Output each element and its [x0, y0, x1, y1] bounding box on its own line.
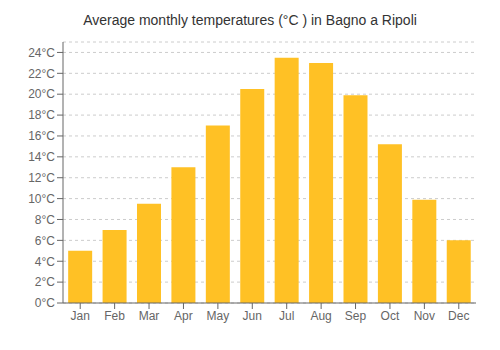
svg-text:Apr: Apr	[174, 309, 193, 323]
svg-text:Mar: Mar	[139, 309, 160, 323]
svg-text:Jul: Jul	[279, 309, 294, 323]
svg-text:24°C: 24°C	[28, 46, 55, 60]
svg-text:10°C: 10°C	[28, 192, 55, 206]
svg-text:Sep: Sep	[345, 309, 367, 323]
svg-text:0°C: 0°C	[35, 296, 55, 310]
svg-text:4°C: 4°C	[35, 255, 55, 269]
svg-text:Jan: Jan	[71, 309, 90, 323]
svg-text:Oct: Oct	[381, 309, 400, 323]
svg-text:16°C: 16°C	[28, 129, 55, 143]
html-text:Average monthly temperatures (: Average monthly temperatures (°C ) in Ba…	[83, 12, 417, 28]
svg-text:May: May	[207, 309, 230, 323]
svg-text:22°C: 22°C	[28, 67, 55, 81]
svg-text:20°C: 20°C	[28, 87, 55, 101]
svg-text:12°C: 12°C	[28, 171, 55, 185]
svg-text:2°C: 2°C	[35, 275, 55, 289]
svg-text:6°C: 6°C	[35, 234, 55, 248]
svg-text:14°C: 14°C	[28, 150, 55, 164]
svg-text:8°C: 8°C	[35, 213, 55, 227]
svg-text:Aug: Aug	[310, 309, 331, 323]
svg-text:Feb: Feb	[104, 309, 125, 323]
svg-text:Jun: Jun	[243, 309, 262, 323]
svg-text:Nov: Nov	[414, 309, 435, 323]
svg-text:Dec: Dec	[448, 309, 469, 323]
svg-text:18°C: 18°C	[28, 108, 55, 122]
